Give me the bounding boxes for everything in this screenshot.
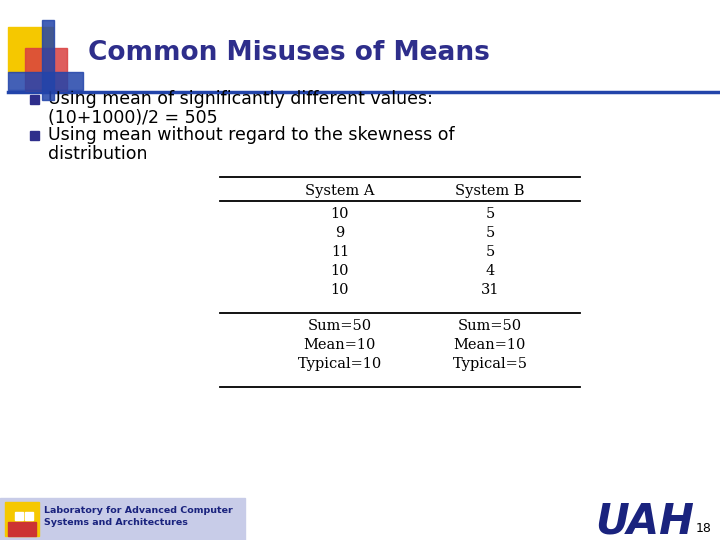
Text: 4: 4: [485, 264, 495, 278]
Bar: [8, 72, 83, 90]
Text: Typical=10: Typical=10: [298, 357, 382, 371]
Bar: [30, 95, 39, 104]
Text: Laboratory for Advanced Computer: Laboratory for Advanced Computer: [44, 506, 233, 515]
Text: 10: 10: [330, 207, 349, 221]
Text: Using mean without regard to the skewness of: Using mean without regard to the skewnes…: [48, 126, 454, 145]
Text: Using mean of significantly different values:: Using mean of significantly different va…: [48, 91, 433, 109]
Text: UAH: UAH: [595, 501, 695, 540]
Text: Typical=5: Typical=5: [452, 357, 528, 371]
Text: Sum=50: Sum=50: [458, 319, 522, 333]
Text: System A: System A: [305, 184, 374, 198]
Text: 5: 5: [485, 226, 495, 240]
Text: 11: 11: [331, 245, 349, 259]
Text: 9: 9: [336, 226, 345, 240]
Bar: [5, 502, 39, 536]
Text: Systems and Architectures: Systems and Architectures: [44, 518, 188, 527]
Text: Mean=10: Mean=10: [304, 338, 376, 352]
Bar: [25, 48, 67, 90]
Text: 18: 18: [696, 522, 712, 535]
Text: Common Misuses of Means: Common Misuses of Means: [88, 40, 490, 66]
Text: Mean=10: Mean=10: [454, 338, 526, 352]
Bar: [25, 512, 33, 520]
Bar: [30, 131, 39, 140]
Text: (10+1000)/2 = 505: (10+1000)/2 = 505: [48, 109, 217, 127]
Bar: [42, 20, 54, 100]
Bar: [8, 27, 53, 72]
Text: 10: 10: [330, 283, 349, 297]
Bar: [0, 498, 245, 540]
Text: System B: System B: [455, 184, 525, 198]
Text: 5: 5: [485, 207, 495, 221]
Bar: [8, 522, 36, 536]
Text: distribution: distribution: [48, 145, 148, 163]
Text: 10: 10: [330, 264, 349, 278]
Text: Sum=50: Sum=50: [308, 319, 372, 333]
Text: 5: 5: [485, 245, 495, 259]
Text: 31: 31: [481, 283, 499, 297]
Bar: [15, 512, 23, 520]
